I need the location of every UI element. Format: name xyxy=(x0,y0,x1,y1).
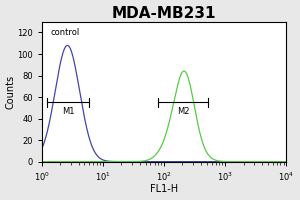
Y-axis label: Counts: Counts xyxy=(6,75,16,109)
Text: M1: M1 xyxy=(62,107,74,116)
Title: MDA-MB231: MDA-MB231 xyxy=(112,6,216,21)
Text: control: control xyxy=(51,28,80,37)
X-axis label: FL1-H: FL1-H xyxy=(150,184,178,194)
Text: M2: M2 xyxy=(177,107,189,116)
